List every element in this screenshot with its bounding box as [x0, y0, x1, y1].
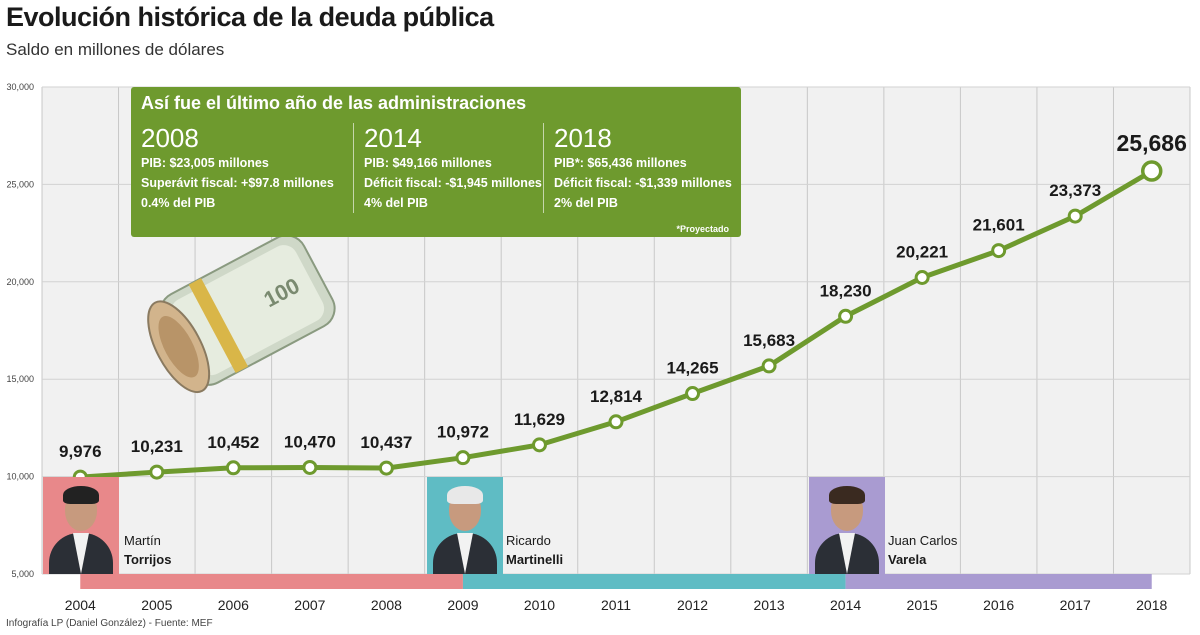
y-tick-label: 25,000	[6, 179, 34, 189]
data-point	[149, 464, 165, 480]
info-line: PIB*: $65,436 millones	[554, 156, 687, 170]
y-tick-label: 15,000	[6, 374, 34, 384]
data-point	[608, 414, 624, 430]
info-year: 2008	[141, 123, 199, 153]
data-label: 25,686	[1117, 130, 1187, 156]
x-tick-label: 2011	[601, 597, 631, 613]
data-label: 18,230	[820, 281, 872, 300]
portrait-torrijos-icon	[43, 477, 119, 574]
source-credit: Infografía LP (Daniel González) - Fuente…	[6, 618, 213, 629]
administration-band	[845, 574, 1152, 589]
info-year: 2014	[364, 123, 422, 153]
debt-series	[72, 160, 1163, 485]
x-tick-label: 2005	[141, 597, 172, 613]
info-box-title: Así fue el último año de las administrac…	[141, 93, 527, 113]
data-label: 10,452	[207, 433, 259, 452]
y-tick-label: 5,000	[11, 569, 34, 579]
data-label: 10,231	[131, 437, 183, 456]
data-label: 20,221	[896, 242, 948, 261]
x-tick-label: 2008	[371, 597, 402, 613]
president-label-martinelli: Ricardo Martinelli	[506, 531, 563, 569]
data-label: 12,814	[590, 387, 643, 406]
data-label: 10,437	[360, 433, 412, 452]
data-point	[761, 358, 777, 374]
data-point	[225, 460, 241, 476]
x-tick-label: 2014	[830, 597, 861, 613]
x-tick-label: 2006	[218, 597, 249, 613]
president-last-name: Varela	[888, 552, 927, 567]
info-line: 0.4% del PIB	[141, 196, 216, 210]
x-tick-label: 2018	[1136, 597, 1167, 613]
data-point	[838, 308, 854, 324]
info-column-2018: 2018 PIB*: $65,436 millones Déficit fisc…	[543, 123, 744, 213]
administration-bands	[80, 574, 1152, 589]
administration-band	[462, 574, 846, 589]
info-column-2014: 2014 PIB: $49,166 millones Déficit fisca…	[353, 123, 554, 213]
x-tick-label: 2009	[447, 597, 478, 613]
y-axis-ticks: 5,000 10,000 15,000 20,000 25,000 30,000	[6, 82, 34, 579]
money-roll-icon: 100	[147, 234, 336, 394]
data-point	[991, 243, 1007, 259]
data-label: 15,683	[743, 331, 795, 350]
data-point	[685, 386, 701, 402]
data-label: 23,373	[1049, 181, 1101, 200]
x-tick-label: 2007	[294, 597, 325, 613]
portrait-varela-icon	[809, 477, 885, 574]
administration-band	[80, 574, 463, 589]
x-tick-label: 2015	[907, 597, 938, 613]
president-first-name: Ricardo	[506, 533, 551, 548]
y-tick-label: 10,000	[6, 472, 34, 482]
president-last-name: Martinelli	[506, 552, 564, 567]
data-label: 10,972	[437, 423, 489, 442]
info-line: Superávit fiscal: +$97.8 millones	[141, 176, 334, 190]
data-label: 21,601	[973, 216, 1025, 235]
x-tick-label: 2004	[65, 597, 96, 613]
president-last-name: Torrijos	[124, 552, 172, 567]
president-first-name: Juan Carlos	[888, 533, 958, 548]
administrations-info-box: Así fue el último año de las administrac…	[131, 87, 741, 237]
x-tick-label: 2017	[1060, 597, 1091, 613]
data-label: 11,629	[514, 410, 565, 429]
data-label: 10,470	[284, 432, 336, 451]
data-label: 14,265	[667, 359, 719, 378]
projection-note: *Proyectado	[676, 224, 729, 234]
data-point	[1140, 160, 1163, 182]
president-label-torrijos: Martín Torrijos	[124, 531, 171, 569]
x-tick-label: 2016	[983, 597, 1014, 613]
data-point	[455, 450, 471, 466]
info-line: PIB: $49,166 millones	[364, 156, 492, 170]
data-label: 9,976	[59, 442, 102, 461]
x-axis-ticks: 2004 2005 2006 2007 2008 2009 2010 2011 2012 2013…	[65, 597, 1168, 613]
data-point	[302, 459, 318, 475]
info-line: Déficit fiscal: -$1,945 millones	[364, 176, 542, 190]
president-label-varela: Juan Carlos Varela	[888, 531, 957, 569]
x-tick-label: 2012	[677, 597, 708, 613]
data-point	[914, 269, 930, 285]
data-labels: 9,976 10,231 10,452 10,470 10,437 10,972 11,62…	[59, 130, 1187, 461]
y-tick-label: 20,000	[6, 277, 34, 287]
chart-title: Evolución histórica de la deuda pública	[6, 2, 494, 32]
info-line: 4% del PIB	[364, 196, 428, 210]
info-column-2008: 2008 PIB: $23,005 millones Superávit fis…	[141, 123, 341, 213]
x-tick-label: 2010	[524, 597, 555, 613]
data-point	[378, 460, 394, 476]
president-first-name: Martín	[124, 533, 161, 548]
info-year: 2018	[554, 123, 612, 153]
info-line: Déficit fiscal: -$1,339 millones	[554, 176, 732, 190]
info-line: 2% del PIB	[554, 196, 618, 210]
data-point	[1067, 208, 1083, 224]
info-line: PIB: $23,005 millones	[141, 156, 269, 170]
data-point	[531, 437, 547, 453]
y-tick-label: 30,000	[6, 82, 34, 92]
x-tick-label: 2013	[753, 597, 784, 613]
chart-subtitle: Saldo en millones de dólares	[6, 40, 225, 59]
portrait-martinelli-icon	[427, 477, 503, 574]
